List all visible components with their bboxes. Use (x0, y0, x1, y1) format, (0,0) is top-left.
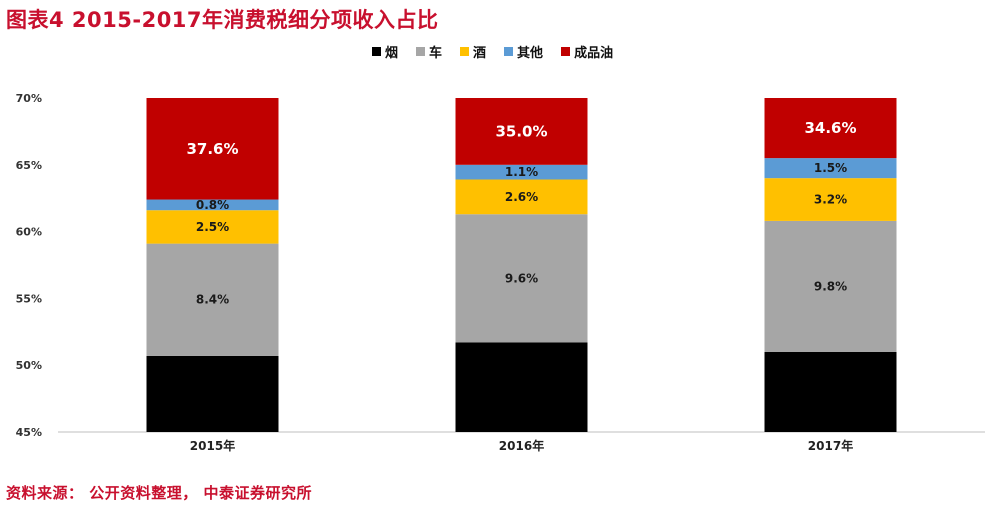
legend-label: 成品油 (574, 46, 614, 61)
y-tick-label: 55% (16, 292, 42, 305)
x-tick-label: 2017年 (808, 438, 853, 453)
y-tick-label: 70% (16, 92, 42, 105)
legend-item-refined-oil: 成品油 (561, 42, 613, 61)
chart-title: 图表4 2015-2017年消费税细分项收入占比 (6, 8, 439, 32)
data-label: 2.6% (505, 190, 538, 204)
data-label: 3.2% (814, 193, 847, 207)
bar-segment (455, 98, 588, 165)
y-tick-label: 60% (16, 226, 42, 239)
bar-segment (146, 210, 279, 244)
data-label: 34.6% (804, 119, 856, 137)
data-label: 35.0% (495, 122, 547, 140)
legend-swatch (460, 47, 470, 56)
bar-segment (455, 164, 588, 180)
bar-segment (455, 179, 588, 215)
source-note: 资料来源： 公开资料整理， 中泰证券研究所 (6, 484, 312, 502)
legend-swatch (504, 47, 514, 56)
legend-item-other: 其他 (504, 42, 543, 61)
y-tick-label: 45% (16, 426, 42, 439)
legend-item-liquor: 酒 (460, 42, 486, 61)
data-label: 9.6% (505, 271, 538, 285)
legend-label: 车 (429, 46, 443, 61)
bar-segment (764, 98, 897, 159)
legend-swatch (416, 47, 426, 56)
data-label: 1.1% (505, 165, 538, 179)
legend-swatch (561, 47, 571, 56)
stacked-bar-chart: 45% 50% 55% 60% 65% 70% 8.4% 2.5% 0.8% 37.6% 2015年… (16, 92, 985, 453)
bar-segment (455, 214, 588, 343)
bar-segment (455, 342, 588, 432)
legend-item-car: 车 (416, 42, 442, 61)
legend-item-tobacco: 烟 (372, 42, 398, 61)
data-label: 9.8% (814, 279, 847, 293)
x-tick-label: 2015年 (190, 438, 235, 453)
bar-segment (764, 351, 897, 432)
data-label: 0.8% (196, 198, 229, 212)
legend: 烟 车 酒 其他 成品油 (372, 42, 613, 61)
data-label: 37.6% (186, 140, 238, 158)
legend-swatch (372, 47, 381, 56)
legend-label: 酒 (473, 46, 487, 61)
y-tick-label: 65% (16, 159, 42, 172)
data-label: 1.5% (814, 161, 847, 175)
bar-segment (146, 243, 279, 356)
bar-segment (146, 199, 279, 211)
data-label: 8.4% (196, 293, 229, 307)
bar-segment (146, 355, 279, 432)
bar-segment (764, 178, 897, 221)
bar-segment (764, 220, 897, 352)
data-label: 2.5% (196, 220, 229, 234)
bar-segment (764, 158, 897, 179)
legend-label: 其他 (517, 46, 544, 61)
bar-segment (146, 98, 279, 200)
y-tick-label: 50% (16, 359, 42, 372)
legend-label: 烟 (385, 46, 399, 61)
x-tick-label: 2016年 (499, 438, 544, 453)
